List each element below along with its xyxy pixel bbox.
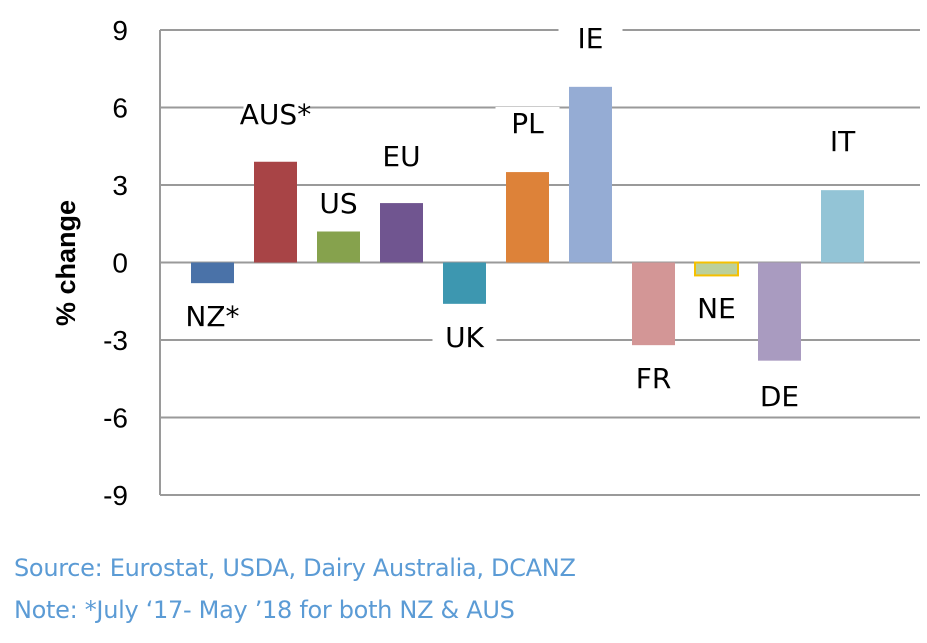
data-label: NZ* <box>185 300 239 333</box>
data-label: NE <box>697 292 736 325</box>
y-tick-label: -3 <box>103 325 128 356</box>
y-axis-label: % change <box>51 200 81 326</box>
y-tick-label: 0 <box>112 248 128 279</box>
bar-fr <box>632 262 675 346</box>
data-label-bg <box>495 107 560 141</box>
bar-us <box>317 231 360 263</box>
bar-eu <box>380 203 423 263</box>
bar-ne <box>694 261 739 277</box>
y-tick-label: -9 <box>103 480 128 511</box>
bar-it <box>821 190 864 263</box>
data-label: DE <box>760 380 799 413</box>
bar-ie <box>569 86 612 263</box>
data-label: IE <box>578 22 604 55</box>
data-label: AUS* <box>240 98 311 131</box>
data-label: IT <box>830 125 856 158</box>
bar-nz <box>191 262 234 284</box>
data-label-bg <box>369 140 434 174</box>
y-tick-label: 9 <box>112 15 128 46</box>
bar-chart: 9 6 3 0 -3 -6 -9 % change NZ* AUS* US EU UK PL IE FR NE D… <box>51 15 920 511</box>
y-tick-label: 3 <box>112 170 128 201</box>
footnote: Note: *July ‘17- May ’18 for both NZ & A… <box>14 596 515 624</box>
data-label: US <box>319 187 357 220</box>
bar-pl <box>506 172 549 263</box>
y-tick-label: 6 <box>112 93 128 124</box>
data-label-bg <box>558 22 623 56</box>
bar-uk <box>443 262 486 304</box>
bar-de <box>758 262 801 361</box>
data-label-bg <box>810 125 875 159</box>
data-label: FR <box>636 362 672 395</box>
data-label: PL <box>511 107 544 140</box>
data-label: EU <box>382 140 420 173</box>
data-label-bg <box>306 187 371 221</box>
data-label-bg <box>684 292 749 326</box>
data-label-bg <box>621 362 686 396</box>
data-label-bg <box>243 98 308 132</box>
y-tick-label: -6 <box>103 403 128 434</box>
data-label: UK <box>445 321 484 354</box>
data-label-bg <box>180 300 245 334</box>
data-label-bg <box>432 321 497 355</box>
bar-aus <box>254 161 297 263</box>
data-label-bg <box>747 380 812 414</box>
source-note: Source: Eurostat, USDA, Dairy Australia,… <box>14 554 576 582</box>
